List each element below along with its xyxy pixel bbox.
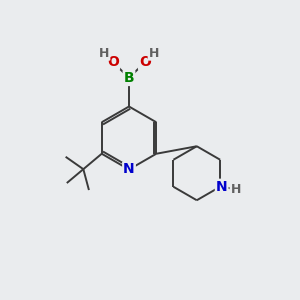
Text: B: B: [124, 71, 134, 85]
Text: N: N: [216, 180, 227, 194]
Text: H: H: [99, 47, 110, 60]
Text: N: N: [123, 163, 135, 176]
Text: H: H: [231, 183, 241, 196]
Text: H: H: [148, 47, 159, 60]
Text: O: O: [107, 55, 119, 69]
Text: O: O: [139, 55, 151, 69]
